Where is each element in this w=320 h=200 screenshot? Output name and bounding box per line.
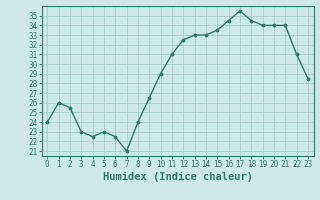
X-axis label: Humidex (Indice chaleur): Humidex (Indice chaleur) [103, 172, 252, 182]
